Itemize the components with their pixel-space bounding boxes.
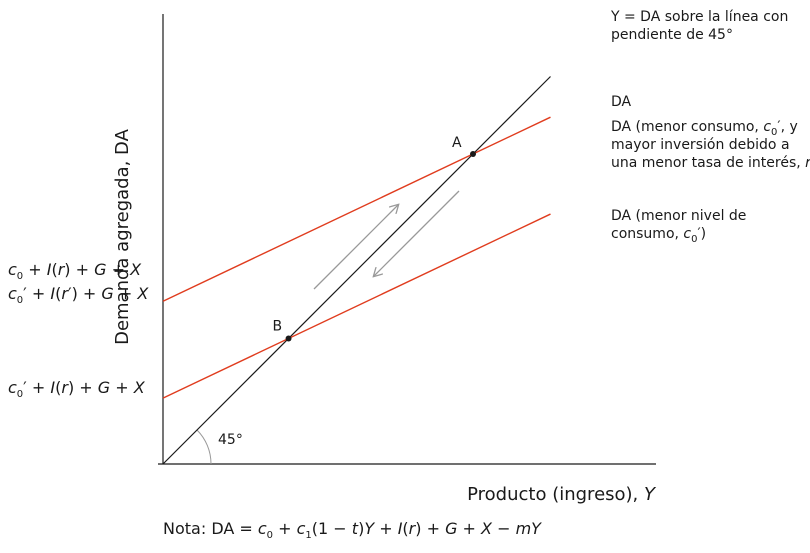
point-a-label: A [452,135,462,151]
note-equation: Nota: DA = c0 + c1(1 − t)Y + I(r) + G + … [163,519,542,541]
da-shared-label-line2: mayor inversión debido a [611,137,790,153]
da-original-label: DA [611,94,632,110]
da-shared-label-line1: DA (menor consumo, c0′, y [611,119,798,138]
point-a-marker [470,151,476,157]
x-axis-title: Producto (ingreso), Y [467,484,657,505]
y-axis-title: Demanda agregada, DA [112,128,133,345]
intercept-label-original: c0 + I(r) + G + X [8,260,142,282]
line-45-label-line1: Y = DA sobre la línea con [610,9,788,25]
line-45-label-line2: pendiente de 45° [611,27,733,43]
arrow-down-left [374,190,460,276]
line-45-degree [162,76,551,465]
line-45-label: Y = DA sobre la línea con pendiente de 4… [610,9,793,43]
da-lower-label: DA (menor nivel de consumo, c0′) [611,208,751,245]
intercept-label-lower: c0′ + I(r) + G + X [8,378,146,400]
da-lower-label-line1: DA (menor nivel de [611,208,746,224]
arrow-up-right [313,205,398,290]
point-b-label: B [273,318,283,334]
da-shared-label: DA (menor consumo, c0′, y mayor inversió… [611,119,810,171]
intercept-label-shared: c0′ + I(r′) + G + X [8,284,149,306]
da-shared-label-line3: una menor tasa de interés, r) [611,155,810,171]
da-lower-label-line2: consumo, c0′) [611,226,706,245]
angle-label: 45° [218,432,243,448]
da-line-original [162,116,551,302]
point-b-marker [285,335,292,342]
da-line-lower-consumption [162,213,551,399]
angle-arc [196,429,212,465]
